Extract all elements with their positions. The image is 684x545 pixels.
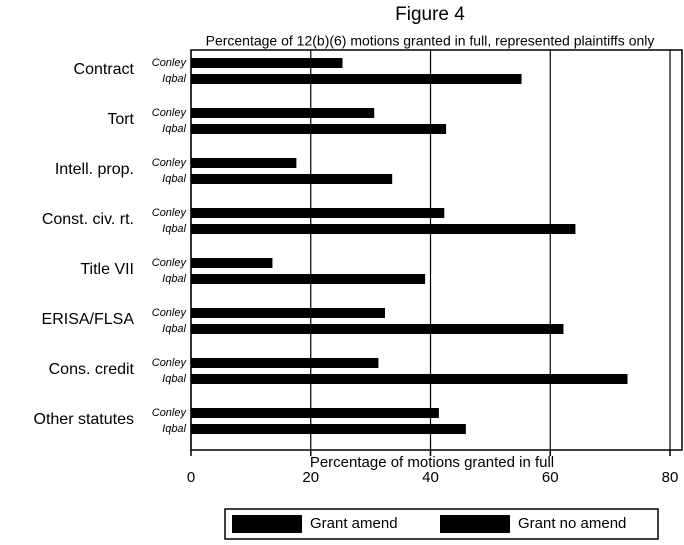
x-tick-label: 60 bbox=[542, 469, 559, 486]
legend-box bbox=[224, 508, 659, 540]
series-sublabel: Conley bbox=[152, 107, 188, 119]
x-tick-label: 40 bbox=[422, 469, 439, 486]
series-sublabel: Conley bbox=[152, 407, 188, 419]
series-sublabel: Iqbal bbox=[162, 373, 186, 385]
bar bbox=[191, 108, 375, 118]
legend-label: Grant amend bbox=[310, 515, 398, 532]
y-tick-label: Contract bbox=[74, 61, 135, 78]
series-sublabel: Conley bbox=[152, 207, 188, 219]
series-sublabel: Conley bbox=[152, 157, 188, 169]
y-tick-label: Title VII bbox=[80, 261, 134, 278]
x-tick-label: 20 bbox=[302, 469, 319, 486]
x-tick-label: 80 bbox=[662, 469, 679, 486]
bar bbox=[191, 308, 386, 318]
series-sublabel: Iqbal bbox=[162, 73, 186, 85]
bar bbox=[191, 274, 426, 284]
y-tick-label: Cons. credit bbox=[49, 361, 135, 378]
y-tick-label: Intell. prop. bbox=[55, 161, 134, 178]
bar bbox=[191, 374, 628, 384]
y-tick-label: Const. civ. rt. bbox=[42, 211, 134, 228]
series-sublabel: Iqbal bbox=[162, 423, 186, 435]
bar bbox=[191, 58, 343, 68]
bar bbox=[191, 208, 445, 218]
series-sublabel: Conley bbox=[152, 257, 188, 269]
bar bbox=[191, 424, 466, 434]
bar bbox=[191, 74, 522, 84]
bar bbox=[191, 174, 393, 184]
chart-title: Figure 4 bbox=[395, 4, 465, 25]
x-tick-label: 0 bbox=[187, 469, 195, 486]
bar bbox=[191, 224, 576, 234]
bar bbox=[191, 124, 447, 134]
series-sublabel: Conley bbox=[152, 307, 188, 319]
series-sublabel: Conley bbox=[152, 357, 188, 369]
bar bbox=[191, 158, 297, 168]
bar bbox=[191, 258, 273, 268]
series-sublabel: Iqbal bbox=[162, 273, 186, 285]
bar bbox=[191, 358, 379, 368]
legend-swatch bbox=[440, 515, 510, 533]
legend-swatch bbox=[232, 515, 302, 533]
legend-label: Grant no amend bbox=[518, 515, 626, 532]
y-tick-label: ERISA/FLSA bbox=[42, 311, 135, 328]
bar bbox=[191, 324, 564, 334]
x-axis-label: Percentage of motions granted in full bbox=[310, 454, 554, 471]
chart-subtitle: Percentage of 12(b)(6) motions granted i… bbox=[206, 33, 655, 49]
series-sublabel: Iqbal bbox=[162, 173, 186, 185]
series-sublabel: Conley bbox=[152, 57, 188, 69]
bar bbox=[191, 408, 439, 418]
series-sublabel: Iqbal bbox=[162, 223, 186, 235]
y-tick-label: Tort bbox=[107, 111, 134, 128]
y-tick-label: Other statutes bbox=[34, 411, 135, 428]
series-sublabel: Iqbal bbox=[162, 123, 186, 135]
series-sublabel: Iqbal bbox=[162, 323, 186, 335]
